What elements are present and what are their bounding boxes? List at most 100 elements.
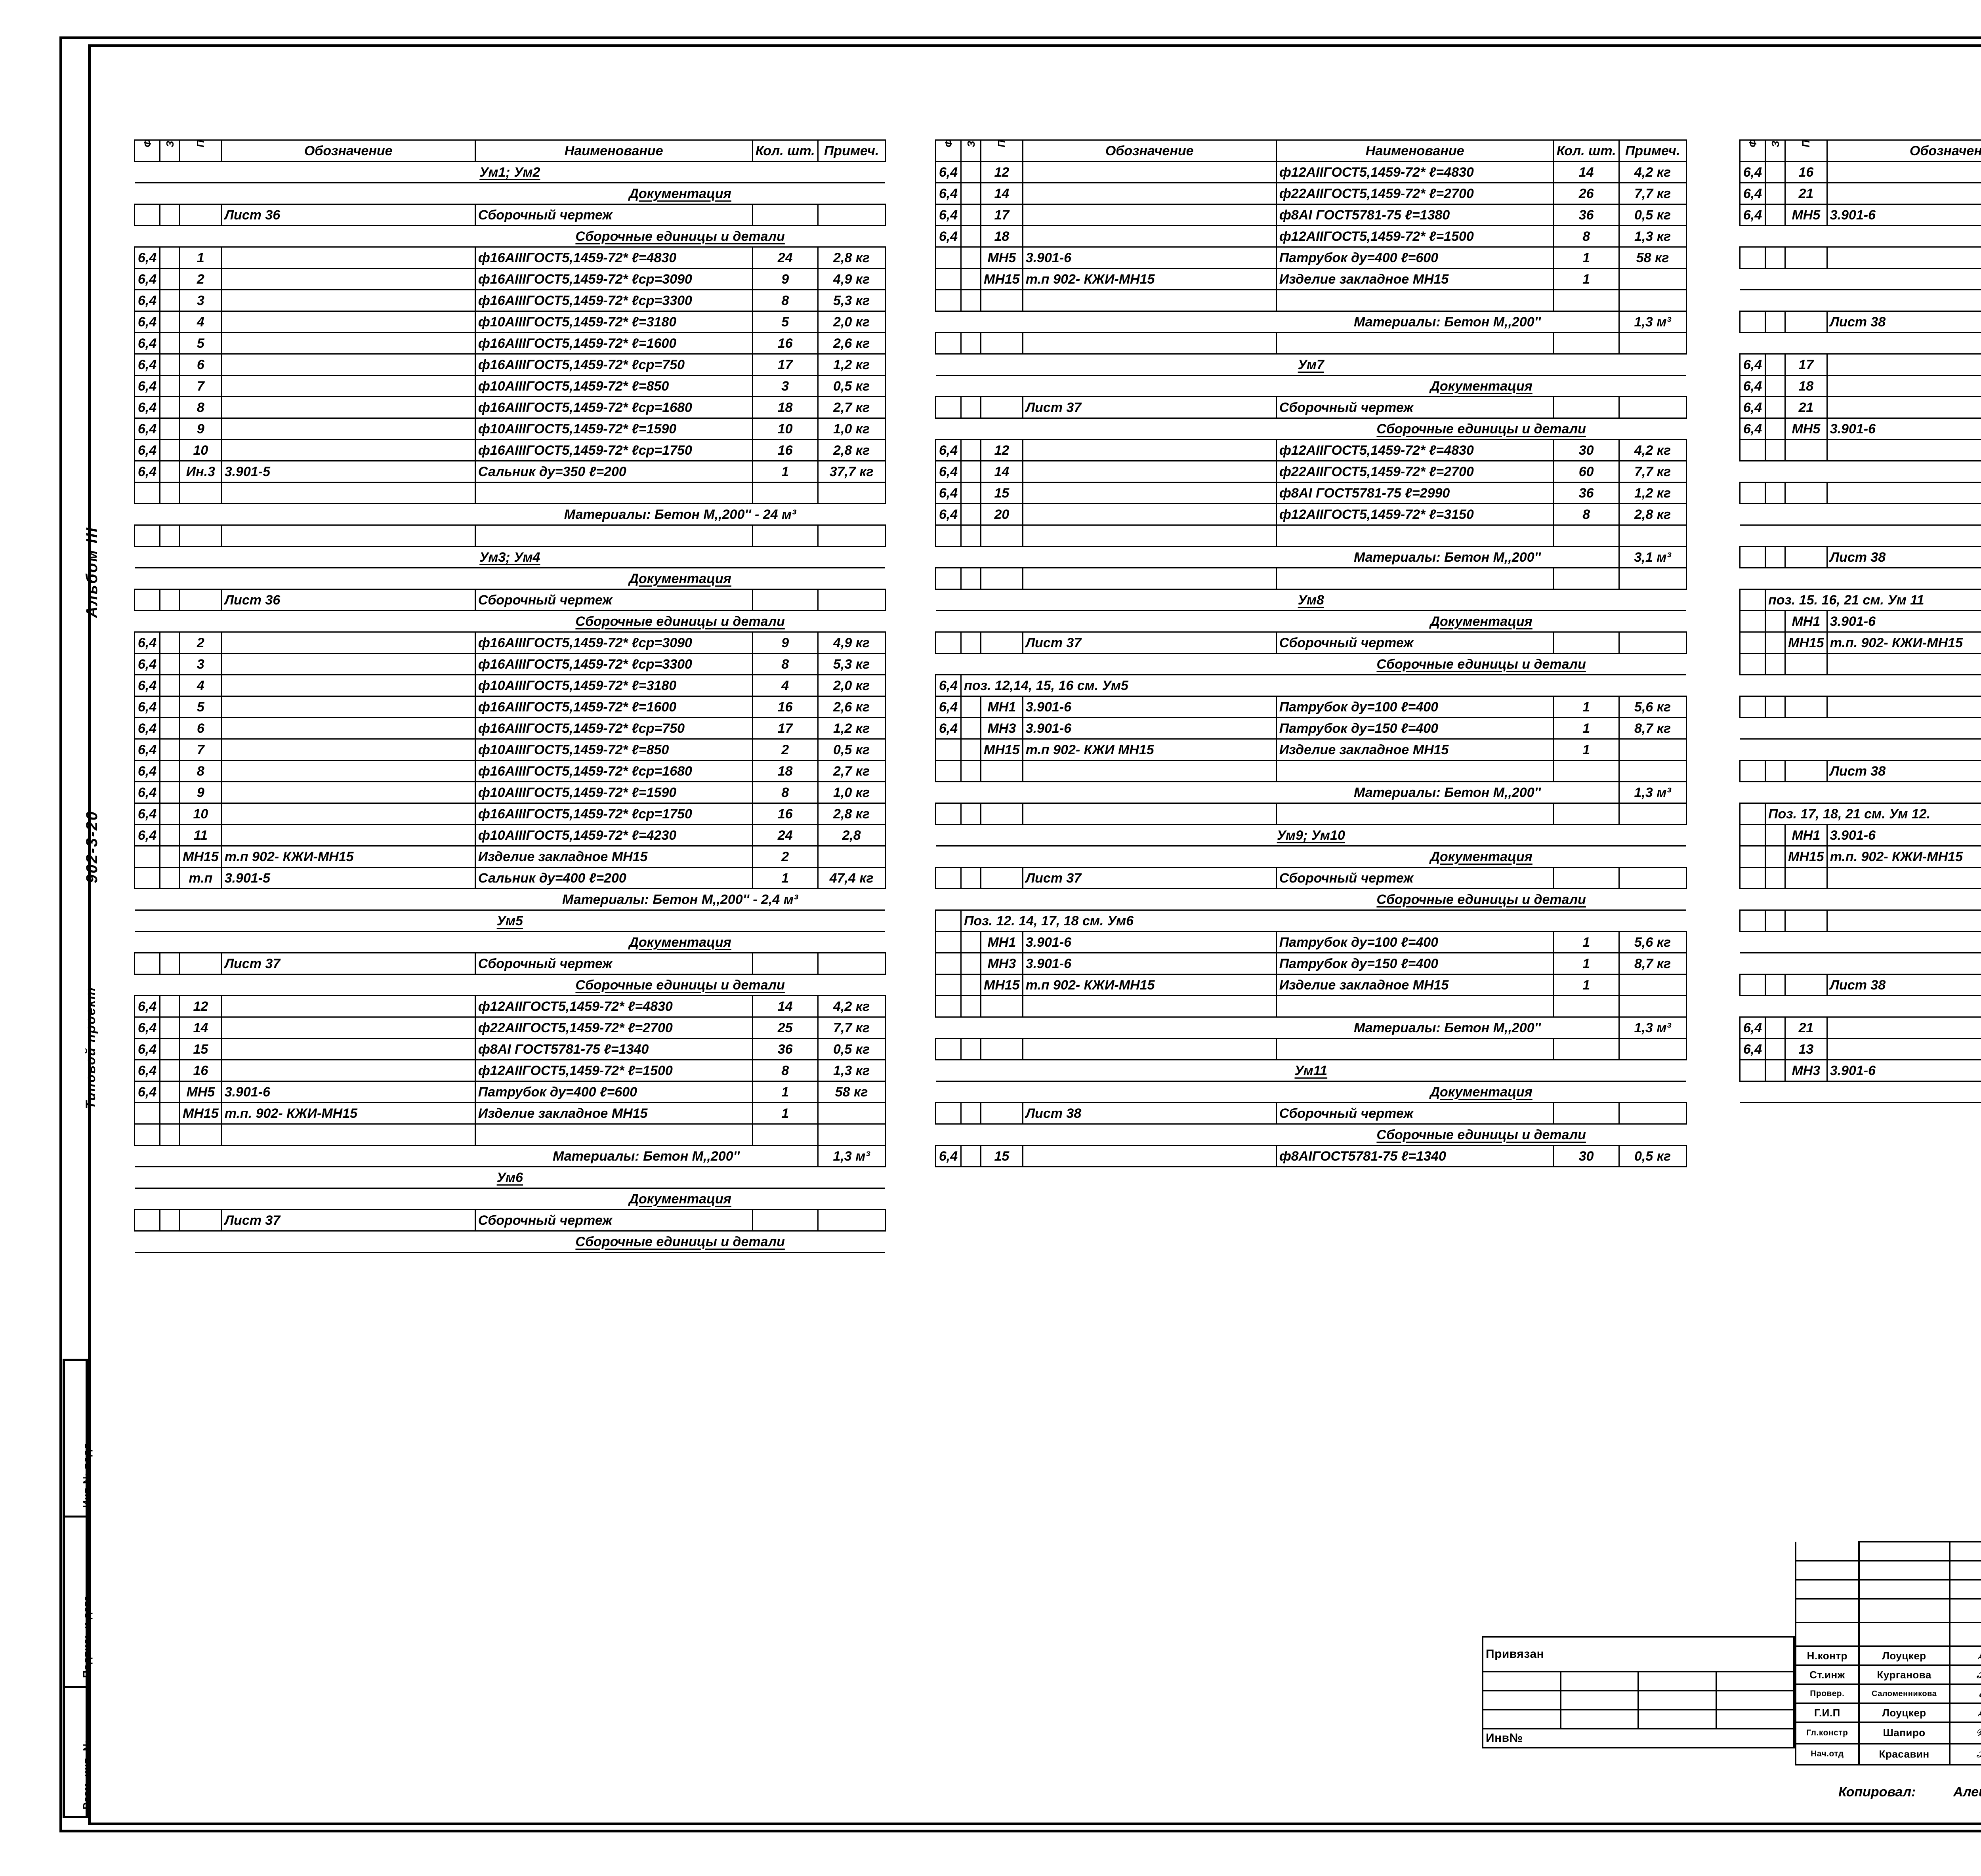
spec-section-title: Документация [1276, 1081, 1687, 1103]
cell-zone [960, 1145, 981, 1167]
signature-1: 𝓚 [1949, 1664, 1981, 1685]
cell-position: 2 [179, 268, 222, 290]
cell-name: Сборочный чертеж [1275, 396, 1554, 419]
spec-blank-cell [1553, 1038, 1620, 1060]
spec-group-title-text: Ум3; Ум4 [479, 549, 540, 565]
cell-designation [221, 332, 476, 355]
cell-designation [1826, 1038, 1981, 1060]
spec-blank-cell [935, 289, 962, 312]
cell-designation [221, 396, 476, 419]
spec-row: Лист 37 Сборочный чертеж [935, 867, 1687, 889]
spec-row: МН15 т.п 902- КЖИ-МН15 Изделие закладное М… [935, 974, 1687, 996]
spec-section-header-row: Документация [1740, 952, 1981, 975]
cell-designation [221, 375, 476, 397]
cell-position: 2 [179, 631, 222, 654]
cell-position: 14 [179, 1016, 222, 1039]
spec-blank-cell [1618, 1038, 1687, 1060]
spec-section-title-text: Документация [1430, 614, 1533, 629]
spec-blank-cell [1765, 439, 1786, 461]
spec-group-header-row: Ум 16 [1740, 931, 1981, 953]
cell-zone [159, 995, 180, 1018]
cell-format: 6,4 [935, 161, 962, 183]
spec-row: 6,4 4 ф10АІІІГОСТ5,1459-72* ℓ=3180 5 2,0 кг [134, 311, 886, 333]
spec-note-text: поз. 15. 16, 21 см. Ум 11 [1765, 589, 1981, 611]
cell-designation [1826, 1016, 1981, 1039]
cell-position: МН15 [179, 1102, 222, 1125]
signature-4: 𝒲 [1949, 1722, 1981, 1744]
spec-blank-row [134, 482, 886, 504]
cell-name: ф16АІІІГОСТ5,1459-72* ℓср=3090 [474, 268, 753, 290]
cell-quantity: 9 [752, 631, 819, 654]
cell-name: ф12АІІГОСТ5,1459-72* ℓ=4830 [474, 995, 753, 1018]
spec-section-header-row: Сборочные единицы и детали [1740, 995, 1981, 1018]
cell-designation [1022, 225, 1277, 248]
spec-group-title: Ум7 [935, 353, 1687, 376]
spec-blank-cell [1553, 760, 1620, 782]
stamp-seg-3: Взам. инв. № [65, 1686, 93, 1817]
cell-name: ф10АІІІГОСТ5,1459-72* ℓ=3180 [474, 311, 753, 333]
cell-designation: Лист 38 [1826, 974, 1981, 996]
spec-table-col2: Формат Зона Поз. Обозначение Наименовани… [935, 139, 1687, 1167]
spec-materials-pad [1740, 225, 1981, 248]
cell-name: Патрубок ду=400 ℓ=600 [1275, 246, 1554, 269]
cell-note: 7,7 кг [1618, 460, 1687, 483]
cell-position: 12 [980, 161, 1023, 183]
cell-designation: 3.901-6 [1826, 610, 1981, 633]
spec-materials-pad [134, 503, 475, 526]
cell-note: 37,7 кг [817, 460, 886, 483]
cell-format: 6,4 [134, 696, 160, 718]
cell-position [980, 867, 1023, 889]
cell-name: Сборочный чертеж [1275, 867, 1554, 889]
spec-materials-text: Материалы: Бетон М,,200'' [1276, 311, 1619, 333]
cell-quantity: 16 [752, 803, 819, 825]
cell-note: 2,8 кг [817, 439, 886, 461]
col-header-name: Наименование [474, 139, 753, 162]
cell-note [1618, 631, 1687, 654]
spec-blank-cell [474, 482, 753, 504]
spec-blank-cell [134, 1123, 160, 1146]
spec-materials-volume: 1,3 м³ [1618, 1016, 1687, 1039]
spec-section-pad [134, 1188, 475, 1210]
spec-section-pad [1740, 332, 1981, 355]
cell-zone [960, 867, 981, 889]
col-header-designation: Обозначение [221, 139, 476, 162]
spec-blank-cell [1618, 803, 1687, 825]
cell-designation [1826, 375, 1981, 397]
cell-position [980, 396, 1023, 419]
cell-position: МН5 [1784, 418, 1828, 440]
spec-blank-cell [1618, 760, 1687, 782]
spec-materials-pad [1740, 888, 1981, 911]
cell-note: 47,4 кг [817, 867, 886, 889]
spec-section-pad [935, 888, 1277, 911]
spec-group-title-text: Ум7 [1298, 357, 1324, 372]
spec-materials-pad [1740, 1081, 1981, 1103]
spec-row: 6,4 12 ф12АІІГОСТ5,1459-72* ℓ=4830 30 4,2 кг [935, 439, 1687, 461]
cell-format: 6,4 [935, 1145, 962, 1167]
spec-section-header-row: Сборочные единицы и детали [1740, 332, 1981, 355]
spec-blank-cell [1553, 332, 1620, 355]
cell-name: Изделие закладное МН15 [1275, 974, 1554, 996]
role-2: Провер. [1795, 1683, 1860, 1704]
cell-format: 6,4 [1739, 1038, 1766, 1060]
cell-quantity: 1 [1553, 268, 1620, 290]
cell-designation: 3.901-6 [1022, 952, 1277, 975]
cell-quantity: 9 [752, 268, 819, 290]
cell-designation [1022, 1145, 1277, 1167]
spec-blank-cell [1022, 524, 1277, 547]
spec-materials-text: Материалы: Бетон М,,200'' [1276, 546, 1619, 568]
cell-quantity: 2 [752, 738, 819, 761]
cell-format [1739, 631, 1766, 654]
col-header-pos: Поз. [179, 139, 222, 162]
cell-designation: 3.901-6 [1022, 246, 1277, 269]
cell-designation: 3.901-6 [1826, 418, 1981, 440]
cell-name: ф16АІІІГОСТ5,1459-72* ℓср=1750 [474, 803, 753, 825]
cell-format: 6,4 [935, 482, 962, 504]
spec-materials-row: Материалы: Бетон М,,200'' 1,3 м³ [134, 1145, 886, 1167]
cell-format: 6,4 [935, 225, 962, 248]
spec-blank-cell [1275, 995, 1554, 1018]
cell-note: 8,7 кг [1618, 717, 1687, 740]
cell-zone [159, 396, 180, 419]
cell-note: 4,9 кг [817, 268, 886, 290]
